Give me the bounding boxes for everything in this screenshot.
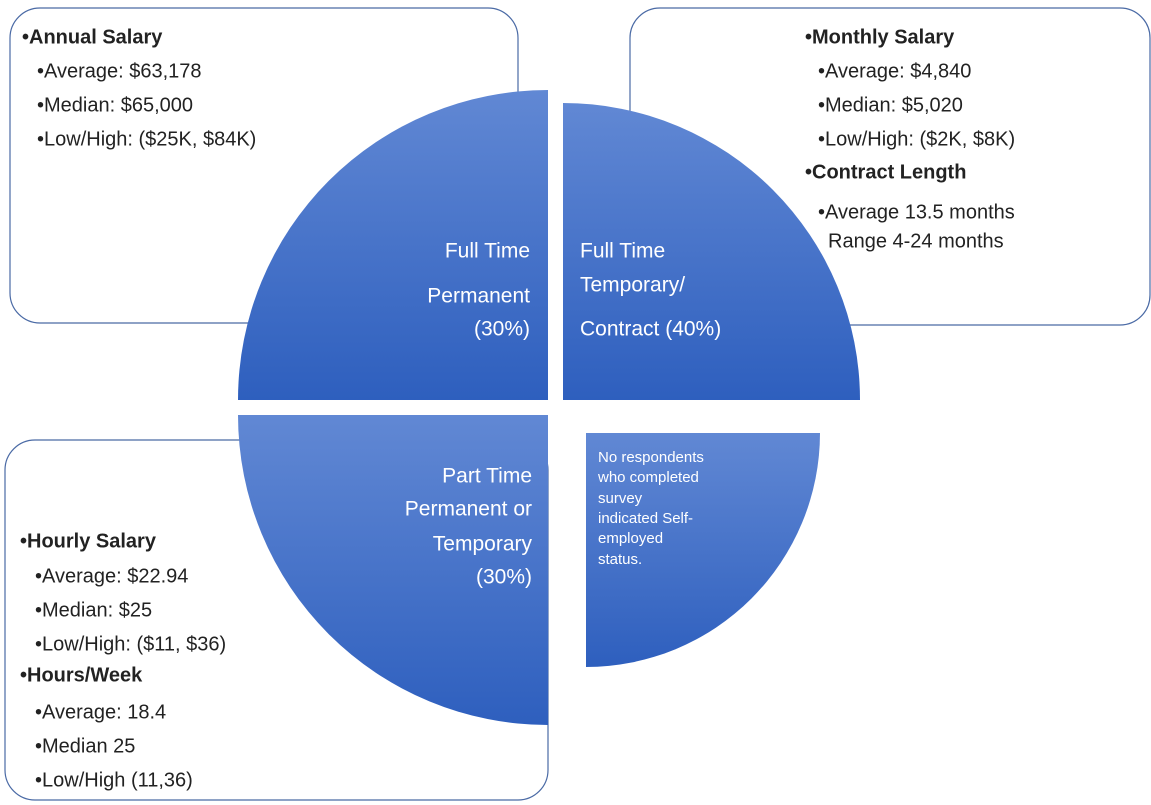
quadrant-label: Full Time [445, 240, 530, 263]
box-item: •Average: $63,178 [37, 60, 202, 82]
quadrant-label: Permanent [427, 285, 530, 308]
box-item: •Median: $5,020 [818, 94, 963, 116]
quadrant [586, 433, 820, 667]
box-item: •Low/High (11,36) [35, 769, 193, 791]
quadrant-label: Temporary/ [580, 274, 685, 297]
box-item: Range 4-24 months [828, 230, 1004, 252]
box-item: •Average: $4,840 [818, 60, 971, 82]
quadrant-label: No respondents [598, 449, 704, 466]
quadrant-label: indicated Self- [598, 510, 693, 527]
quadrant [563, 103, 860, 400]
quadrant-label: Contract (40%) [580, 318, 721, 341]
quadrant-label: Full Time [580, 240, 665, 263]
box-heading: •Hours/Week [20, 664, 143, 686]
quadrant-label: (30%) [474, 318, 530, 341]
quadrant [238, 415, 548, 725]
box-item: •Median 25 [35, 735, 135, 757]
quadrant-label: Part Time [442, 465, 532, 488]
quadrant-label: Permanent or [405, 498, 532, 521]
quadrant-label: Temporary [433, 533, 533, 556]
box-item: •Average 13.5 months [818, 201, 1015, 223]
box-item: •Low/High: ($2K, $8K) [818, 128, 1015, 150]
box-heading: •Monthly Salary [805, 26, 955, 48]
quadrant-label: who completed [597, 469, 699, 486]
quadrant [238, 90, 548, 400]
box-item: •Low/High: ($25K, $84K) [37, 128, 256, 150]
box-item: •Average: 18.4 [35, 701, 166, 723]
box-item: •Median: $25 [35, 599, 152, 621]
quadrant-label: (30%) [476, 566, 532, 589]
box-item: •Median: $65,000 [37, 94, 193, 116]
box-heading: •Contract Length [805, 161, 966, 183]
quadrant-label: status. [598, 551, 642, 568]
box-item: •Low/High: ($11, $36) [35, 633, 226, 655]
quadrant-label: employed [598, 530, 663, 547]
box-heading: •Hourly Salary [20, 530, 157, 552]
box-heading: •Annual Salary [22, 26, 163, 48]
box-item: •Average: $22.94 [35, 565, 188, 587]
quadrant-label: survey [598, 490, 643, 507]
